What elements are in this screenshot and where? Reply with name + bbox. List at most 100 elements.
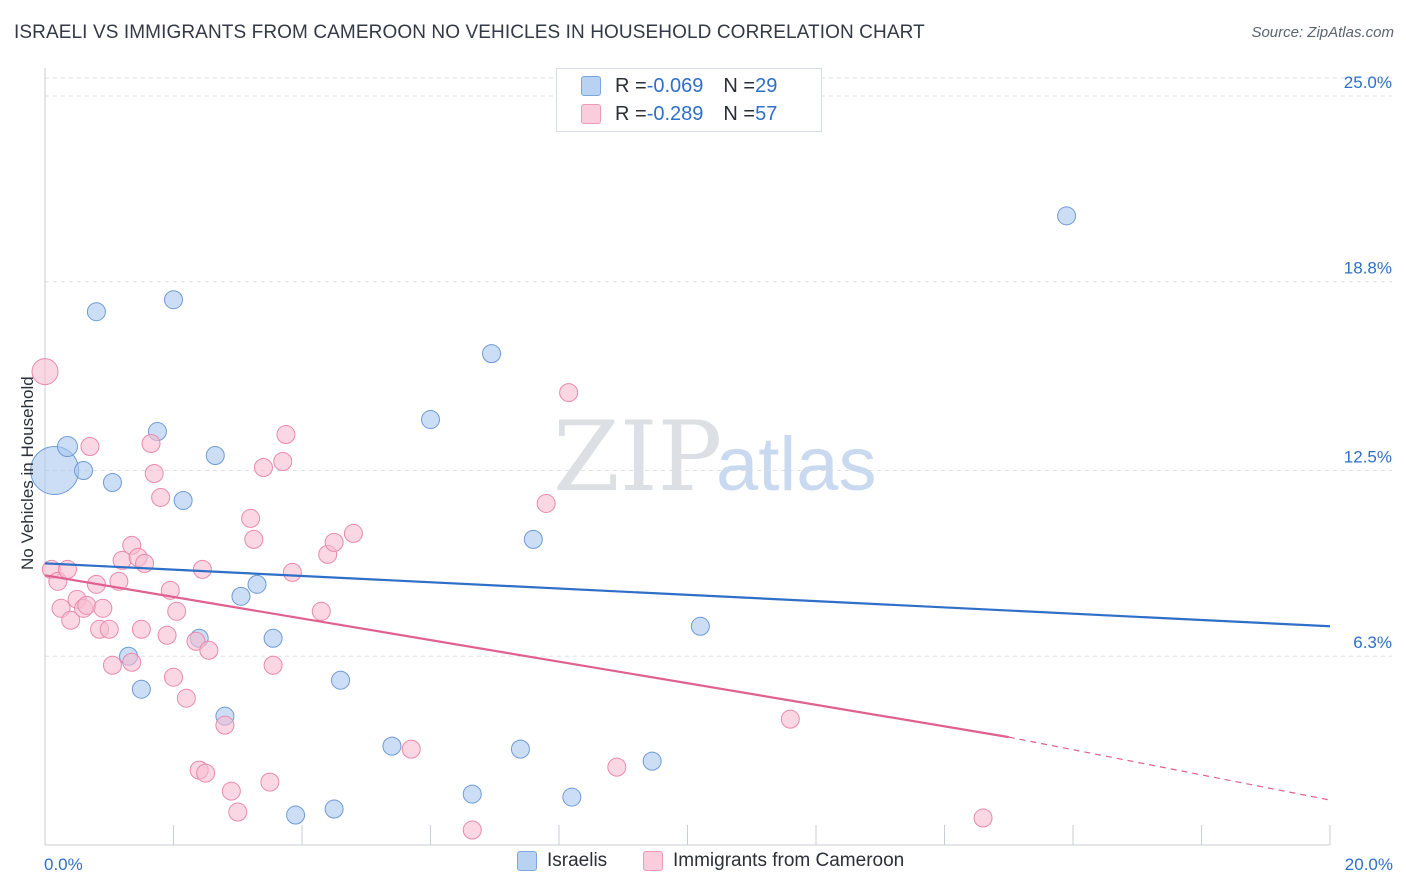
cameroon-point bbox=[192, 559, 212, 579]
israelis-point bbox=[642, 751, 662, 771]
israelis-point bbox=[510, 739, 530, 759]
cameroon-point bbox=[228, 802, 248, 822]
legend-row-cameroon: R = -0.289 N = 57 bbox=[581, 100, 777, 128]
y-tick-label: 12.5% bbox=[1344, 447, 1392, 466]
cameroon-point bbox=[244, 529, 264, 549]
legend-item-cameroon: Immigrants from Cameroon bbox=[643, 850, 904, 872]
cameroon-point bbox=[176, 688, 196, 708]
cameroon-point bbox=[144, 463, 164, 483]
data-points bbox=[30, 206, 1077, 840]
legend-n-label: N = bbox=[723, 102, 756, 125]
legend-r-label: R = bbox=[615, 74, 647, 97]
cameroon-point bbox=[164, 667, 183, 687]
legend-item-israelis: Israelis bbox=[517, 850, 607, 872]
israelis-point bbox=[324, 799, 344, 819]
source-label: Source: ZipAtlas.com bbox=[1251, 24, 1394, 41]
trend-lines bbox=[44, 562, 1331, 801]
cameroon-point bbox=[109, 571, 129, 591]
cameroon-point bbox=[93, 598, 113, 618]
y-tick-label: 25.0% bbox=[1344, 73, 1392, 92]
cameroon-point bbox=[99, 619, 119, 639]
israelis-point bbox=[86, 302, 106, 322]
cameroon-point bbox=[343, 523, 363, 543]
legend-r-value: -0.289 bbox=[646, 102, 704, 125]
israelis-point bbox=[164, 290, 183, 310]
cameroon-point bbox=[196, 763, 216, 783]
cameroon-point bbox=[559, 383, 579, 403]
tick-labels: 25.0% 18.8% 12.5% 6.3% 0.0% 20.0% bbox=[44, 73, 1393, 874]
legend-label-cameroon: Immigrants from Cameroon bbox=[673, 850, 905, 871]
israelis-point bbox=[286, 805, 306, 825]
israelis-point bbox=[562, 787, 582, 807]
israelis-point bbox=[462, 784, 482, 804]
israelis-point bbox=[1057, 206, 1077, 226]
cameroon-point bbox=[462, 820, 482, 840]
cameroon-point bbox=[122, 652, 142, 672]
cameroon-point bbox=[77, 595, 97, 615]
israelis-point bbox=[74, 460, 94, 480]
cameroon-point bbox=[215, 715, 235, 735]
grid-lines bbox=[45, 77, 1392, 657]
cameroon-point bbox=[141, 434, 161, 454]
cameroon-point bbox=[273, 452, 293, 471]
cameroon-point bbox=[157, 625, 177, 645]
watermark-zip: ZIP bbox=[553, 401, 722, 513]
cameroon-swatch bbox=[581, 104, 601, 124]
cameroon-point bbox=[151, 487, 171, 507]
cameroon-point bbox=[282, 562, 302, 582]
x-tick-label: 0.0% bbox=[44, 855, 83, 874]
cameroon-point bbox=[780, 709, 800, 729]
cameroon-trend-extension bbox=[1008, 736, 1331, 801]
cameroon-point bbox=[102, 655, 122, 675]
cameroon-point bbox=[973, 808, 993, 828]
cameroon-point bbox=[199, 640, 219, 660]
cameroon-point bbox=[263, 655, 283, 675]
cameroon-point bbox=[276, 425, 296, 445]
israelis-point bbox=[205, 446, 225, 466]
israelis-swatch bbox=[517, 851, 537, 871]
cameroon-point bbox=[311, 601, 331, 621]
legend-row-israelis: R = -0.069 N = 29 bbox=[581, 72, 777, 100]
cameroon-point bbox=[253, 457, 273, 477]
legend-r-label: R = bbox=[615, 102, 647, 125]
y-tick-label: 18.8% bbox=[1344, 259, 1392, 278]
israelis-point bbox=[102, 472, 122, 492]
israelis-point bbox=[382, 736, 402, 756]
cameroon-point bbox=[401, 739, 421, 759]
legend-n-value: 57 bbox=[755, 102, 778, 125]
cameroon-point bbox=[221, 781, 241, 801]
israelis-point bbox=[131, 679, 151, 699]
cameroon-point bbox=[135, 553, 155, 573]
cameroon-point bbox=[80, 437, 100, 457]
cameroon-point bbox=[260, 772, 280, 792]
israelis-swatch bbox=[581, 76, 601, 96]
cameroon-swatch bbox=[643, 851, 663, 871]
legend-n-label: N = bbox=[723, 74, 756, 97]
watermark: ZIP atlas bbox=[553, 401, 877, 513]
israelis-point bbox=[331, 670, 351, 690]
israelis-point bbox=[247, 574, 267, 594]
cameroon-point bbox=[607, 757, 627, 777]
chart-title: ISRAELI VS IMMIGRANTS FROM CAMEROON NO V… bbox=[14, 22, 925, 43]
cameroon-point bbox=[31, 358, 59, 386]
cameroon-point bbox=[324, 532, 344, 552]
cameroon-point bbox=[536, 493, 556, 513]
israelis-point bbox=[482, 344, 502, 364]
y-axis-label: No Vehicles in Household bbox=[18, 376, 37, 570]
israelis-point bbox=[690, 616, 710, 636]
legend-r-value: -0.069 bbox=[646, 74, 704, 97]
cameroon-point bbox=[167, 601, 187, 621]
legend-label-israelis: Israelis bbox=[547, 850, 608, 871]
watermark-atlas: atlas bbox=[716, 422, 877, 507]
israelis-point bbox=[263, 628, 283, 648]
cameroon-trend-line bbox=[44, 574, 1009, 739]
israelis-trend-line bbox=[44, 562, 1331, 628]
cameroon-point bbox=[241, 508, 261, 528]
israelis-point bbox=[523, 529, 543, 549]
x-tick-label: 20.0% bbox=[1345, 855, 1393, 874]
israelis-point bbox=[56, 436, 78, 458]
cameroon-point bbox=[61, 610, 81, 630]
y-tick-label: 6.3% bbox=[1353, 633, 1392, 652]
israelis-point bbox=[173, 490, 193, 510]
